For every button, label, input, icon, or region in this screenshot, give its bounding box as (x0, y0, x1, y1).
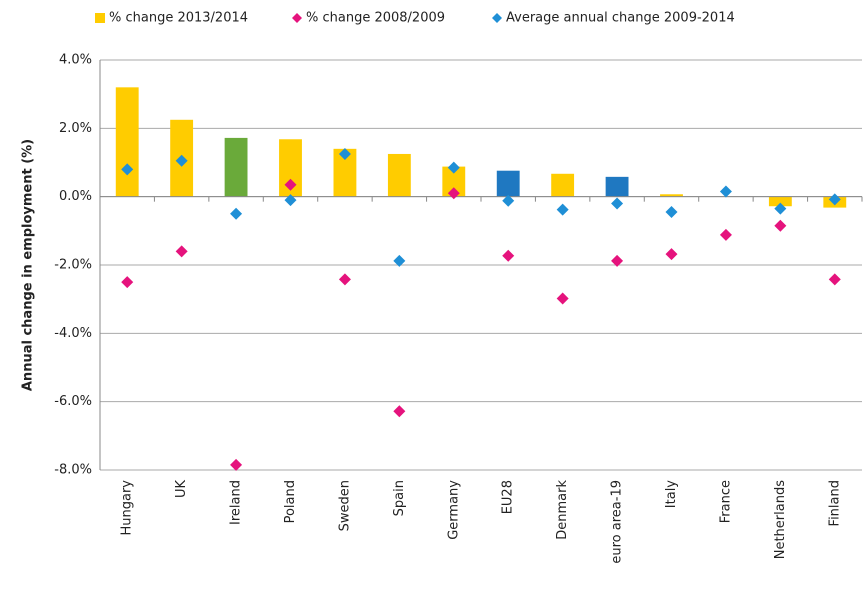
diamond-marker (828, 273, 841, 286)
bar (224, 137, 248, 197)
y-tick-label: -8.0% (54, 463, 92, 478)
diamond-marker (611, 197, 624, 210)
diamond-marker (502, 194, 515, 207)
diamond-marker (447, 187, 460, 200)
bar (605, 176, 629, 197)
bar (551, 173, 575, 197)
diamond-marker (719, 228, 732, 241)
legend-swatch (492, 13, 502, 23)
x-tick-label: Sweden (337, 480, 352, 531)
diamond-marker (774, 219, 787, 232)
x-tick-label: euro area-19 (610, 480, 625, 564)
diamond-marker (175, 154, 188, 167)
legend-label: % change 2013/2014 (109, 11, 248, 26)
legend-swatch (292, 13, 302, 23)
diamond-marker (284, 194, 297, 207)
x-tick-label: UK (174, 480, 189, 499)
diamond-marker (393, 405, 406, 418)
y-axis-label: Annual change in employment (%) (21, 139, 36, 391)
x-tick-label: Poland (283, 480, 298, 523)
diamond-marker (556, 292, 569, 305)
x-tick-label: Finland (827, 480, 842, 526)
y-tick-label: -6.0% (54, 394, 92, 409)
legend-swatch (95, 13, 105, 23)
diamond-marker (447, 161, 460, 174)
diamond-marker (774, 202, 787, 215)
diamond-marker (230, 458, 243, 471)
bar (442, 166, 466, 197)
y-tick-label: -2.0% (54, 258, 92, 273)
y-tick-label: 2.0% (59, 121, 92, 136)
x-tick-label: Germany (446, 480, 461, 540)
bar (333, 148, 357, 197)
x-tick-label: France (718, 480, 733, 523)
bar (279, 139, 302, 197)
diamond-marker (393, 254, 406, 267)
bar (387, 153, 411, 197)
diamond-marker (502, 249, 515, 262)
y-tick-label: 0.0% (59, 189, 92, 204)
diamond-marker (338, 147, 351, 160)
diamond-marker (175, 245, 188, 258)
x-tick-label: Netherlands (773, 480, 788, 559)
legend-label: % change 2008/2009 (306, 11, 445, 26)
diamond-marker (611, 254, 624, 267)
diamond-marker (665, 206, 678, 219)
diamond-marker (121, 276, 134, 289)
x-tick-label: Spain (392, 480, 407, 516)
y-tick-label: -4.0% (54, 326, 92, 341)
x-tick-label: Ireland (229, 480, 244, 525)
bar (768, 196, 792, 207)
diamond-marker (556, 203, 569, 216)
x-tick-label: Italy (664, 480, 679, 509)
x-tick-label: Hungary (120, 480, 135, 536)
bar (496, 170, 520, 197)
x-tick-label: EU28 (501, 480, 516, 514)
diamond-marker (121, 163, 134, 176)
diamond-marker (338, 273, 351, 286)
bar (115, 87, 139, 197)
diamond-marker (230, 207, 243, 220)
diamond-marker (665, 248, 678, 261)
bar (660, 194, 683, 197)
diamond-marker (719, 185, 732, 198)
x-tick-label: Denmark (555, 480, 570, 540)
diamond-marker (284, 178, 297, 191)
diamond-marker (828, 193, 841, 206)
y-tick-label: 4.0% (59, 53, 92, 68)
legend-label: Average annual change 2009-2014 (506, 11, 735, 26)
